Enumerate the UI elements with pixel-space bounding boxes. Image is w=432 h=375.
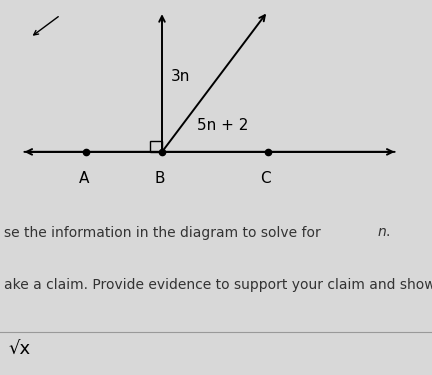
- Text: A: A: [79, 171, 89, 186]
- Text: n: n: [378, 225, 387, 240]
- Text: ake a claim. Provide evidence to support your claim and show you: ake a claim. Provide evidence to support…: [4, 278, 432, 292]
- Text: 3n: 3n: [171, 69, 190, 84]
- Text: .: .: [386, 225, 390, 240]
- Text: B: B: [155, 171, 165, 186]
- Text: 5n + 2: 5n + 2: [197, 118, 248, 133]
- Bar: [150, 141, 162, 152]
- Text: √x: √x: [9, 340, 31, 358]
- Text: se the information in the diagram to solve for: se the information in the diagram to sol…: [4, 225, 325, 240]
- Text: C: C: [260, 171, 271, 186]
